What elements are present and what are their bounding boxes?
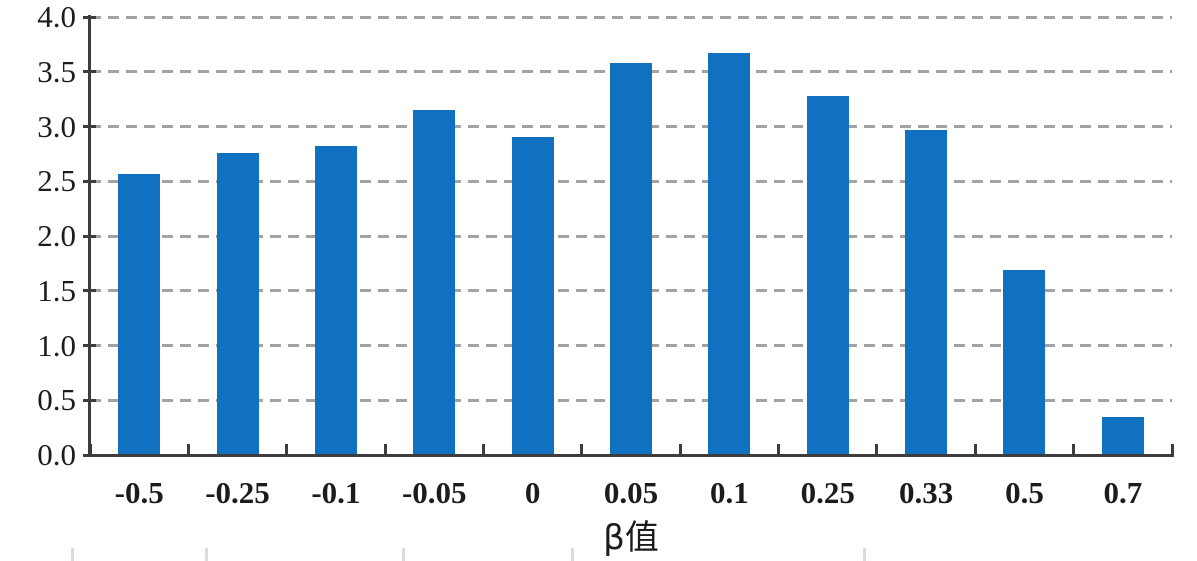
x-axis-tick-label: 0.05: [603, 475, 659, 510]
y-axis-tick-label: 0.0: [37, 437, 76, 472]
y-axis-tick: [83, 344, 96, 347]
x-axis-tick-label: 0.33: [898, 475, 954, 510]
bar-0.1: [708, 53, 751, 455]
y-axis-tick: [83, 125, 96, 128]
bar-0.33: [905, 129, 948, 455]
y-axis-tick-label: 3.0: [37, 108, 76, 144]
y-axis-tick-label: 2.5: [37, 163, 76, 199]
x-axis-tick: [777, 444, 781, 455]
bottom-edge-artifact-tick: [863, 548, 866, 561]
bar-0.5: [1003, 269, 1046, 455]
bar--0.05: [413, 110, 456, 455]
y-axis-tick: [83, 70, 96, 74]
y-axis-tick: [83, 15, 96, 19]
x-axis-tick-label: 0.25: [800, 475, 855, 510]
x-axis-tick-label: -0.1: [311, 475, 361, 510]
x-axis-tick-label: 0.5: [1005, 475, 1044, 510]
x-axis-tick: [481, 444, 485, 455]
x-axis-line: [88, 454, 1174, 457]
x-axis-tick: [875, 444, 879, 455]
y-axis-tick-label: 1.5: [37, 272, 76, 308]
y-axis-tick-label: 0.5: [37, 382, 76, 418]
bar-0.7: [1101, 416, 1144, 455]
x-axis-tick: [678, 444, 682, 455]
x-axis-tick: [383, 444, 387, 455]
x-axis-tick-label: 0: [524, 475, 541, 510]
x-axis-tick: [1072, 444, 1076, 455]
y-axis-tick: [83, 179, 96, 183]
x-axis-tick-label: -0.25: [205, 475, 270, 510]
y-axis-tick: [83, 234, 96, 238]
bottom-edge-artifact-tick: [71, 548, 74, 561]
bottom-edge-artifact-tick: [402, 548, 405, 561]
bar-0.25: [806, 95, 849, 455]
gridline: [90, 15, 1172, 19]
x-axis-tick: [973, 444, 977, 455]
bar--0.25: [216, 152, 259, 455]
y-axis-tick: [83, 289, 96, 293]
x-axis-tick: [1170, 444, 1174, 455]
x-axis-tick-label: 0.1: [709, 475, 749, 510]
bar-0.05: [610, 62, 652, 455]
bar--0.1: [314, 146, 357, 455]
y-axis-tick: [83, 398, 96, 402]
y-axis-tick-label: 1.0: [37, 327, 76, 363]
y-axis-tick-label: 4.0: [37, 0, 76, 34]
x-axis-tick-label: 0.7: [1103, 475, 1143, 510]
bar-0: [511, 137, 554, 455]
x-axis-tick: [186, 444, 190, 455]
x-axis-tick-label: -0.5: [114, 475, 164, 510]
bottom-edge-artifact-tick: [571, 548, 574, 561]
y-axis-tick-label: 3.5: [37, 53, 76, 89]
x-axis-tick: [580, 444, 584, 455]
bottom-edge-artifact-tick: [205, 548, 208, 561]
x-axis-tick: [88, 444, 92, 455]
y-axis-tick-label: 2.0: [37, 218, 76, 253]
x-axis-tick-label: -0.05: [401, 475, 467, 510]
x-axis-title: β值: [603, 518, 659, 558]
y-axis-tick: [83, 453, 96, 457]
x-axis-tick: [285, 444, 289, 455]
bar--0.5: [118, 173, 161, 455]
